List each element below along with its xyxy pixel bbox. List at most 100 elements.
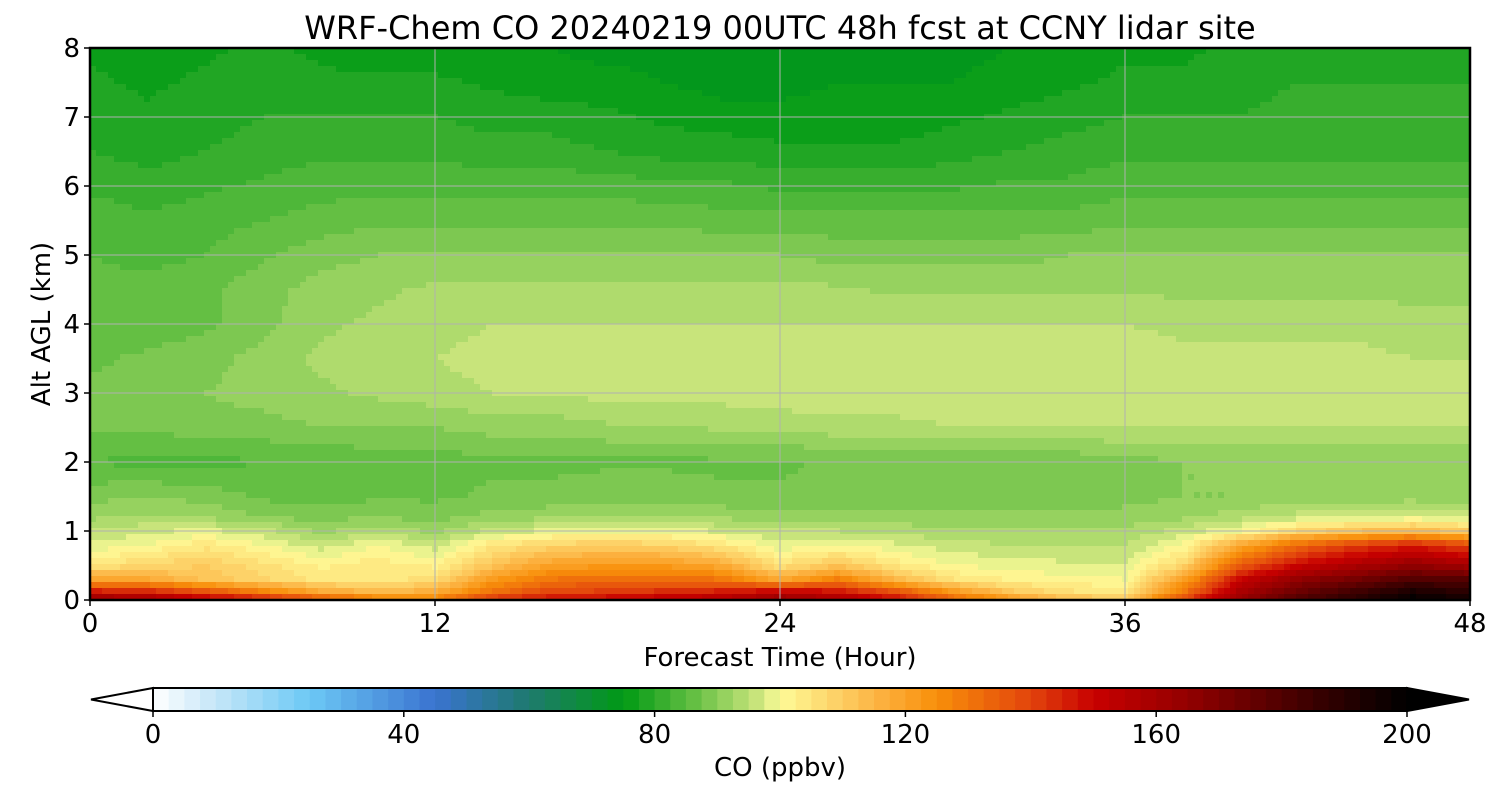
- heatmap-cell: [1128, 66, 1135, 73]
- heatmap-cell: [816, 48, 823, 55]
- heatmap-cell: [408, 138, 415, 145]
- heatmap-cell: [300, 162, 307, 169]
- heatmap-cell: [378, 150, 385, 157]
- heatmap-cell: [1062, 168, 1069, 175]
- heatmap-cell: [942, 174, 949, 181]
- heatmap-cell: [570, 102, 577, 109]
- heatmap-cell: [192, 96, 199, 103]
- heatmap-cell: [1182, 156, 1189, 163]
- heatmap-cell: [534, 120, 541, 127]
- heatmap-cell: [1458, 162, 1465, 169]
- heatmap-cell: [1200, 84, 1207, 91]
- heatmap-cell: [1212, 120, 1219, 127]
- heatmap-cell: [390, 84, 397, 91]
- heatmap-cell: [552, 126, 559, 133]
- heatmap-cell: [312, 174, 319, 181]
- heatmap-cell: [948, 48, 955, 55]
- heatmap-cell: [1368, 84, 1375, 91]
- heatmap-cell: [738, 126, 745, 133]
- heatmap-cell: [1212, 96, 1219, 103]
- heatmap-cell: [1104, 96, 1111, 103]
- heatmap-cell: [1062, 48, 1069, 55]
- heatmap-cell: [1020, 144, 1027, 151]
- heatmap-cell: [714, 90, 721, 97]
- heatmap-cell: [1134, 48, 1141, 55]
- heatmap-cell: [876, 96, 883, 103]
- heatmap-cell: [756, 54, 763, 61]
- heatmap-cell: [96, 78, 103, 85]
- heatmap-cell: [186, 108, 193, 115]
- heatmap-cell: [792, 102, 799, 109]
- heatmap-cell: [1074, 48, 1081, 55]
- heatmap-cell: [522, 54, 529, 61]
- heatmap-cell: [294, 90, 301, 97]
- heatmap-cell: [864, 150, 871, 157]
- heatmap-cell: [648, 108, 655, 115]
- heatmap-cell: [696, 174, 703, 181]
- heatmap-cell: [594, 168, 601, 175]
- heatmap-cell: [1368, 162, 1375, 169]
- heatmap-cell: [762, 60, 769, 67]
- heatmap-cell: [558, 102, 565, 109]
- heatmap-cell: [846, 60, 853, 67]
- heatmap-cell: [858, 144, 865, 151]
- heatmap-cell: [540, 72, 547, 79]
- heatmap-cell: [1092, 168, 1099, 175]
- heatmap-cell: [972, 174, 979, 181]
- heatmap-cell: [144, 96, 151, 103]
- heatmap-cell: [288, 120, 295, 127]
- heatmap-cell: [192, 144, 199, 151]
- heatmap-cell: [1074, 72, 1081, 79]
- heatmap-cell: [534, 168, 541, 175]
- heatmap-cell: [1356, 162, 1363, 169]
- heatmap-cell: [390, 66, 397, 73]
- heatmap-cell: [630, 60, 637, 67]
- heatmap-cell: [162, 138, 169, 145]
- heatmap-cell: [186, 90, 193, 97]
- heatmap-cell: [1452, 78, 1459, 85]
- heatmap-cell: [396, 156, 403, 163]
- heatmap-cell: [1332, 108, 1339, 115]
- heatmap-cell: [1188, 78, 1195, 85]
- heatmap-cell: [1452, 90, 1459, 97]
- heatmap-cell: [1128, 132, 1135, 139]
- heatmap-cell: [174, 144, 181, 151]
- heatmap-cell: [912, 144, 919, 151]
- heatmap-cell: [192, 174, 199, 181]
- heatmap-cell: [1356, 132, 1363, 139]
- heatmap-cell: [654, 54, 661, 61]
- heatmap-cell: [1092, 138, 1099, 145]
- heatmap-cell: [1434, 96, 1441, 103]
- heatmap-cell: [1020, 102, 1027, 109]
- heatmap-cell: [984, 144, 991, 151]
- heatmap-cell: [1326, 96, 1333, 103]
- heatmap-cell: [1314, 84, 1321, 91]
- heatmap-cell: [522, 144, 529, 151]
- heatmap-cell: [228, 54, 235, 61]
- heatmap-cell: [1236, 48, 1243, 55]
- heatmap-cell: [444, 78, 451, 85]
- heatmap-cell: [354, 156, 361, 163]
- heatmap-cell: [378, 168, 385, 175]
- heatmap-cell: [252, 132, 259, 139]
- heatmap-cell: [552, 168, 559, 175]
- heatmap-cell: [966, 90, 973, 97]
- heatmap-cell: [342, 162, 349, 169]
- heatmap-cell: [966, 96, 973, 103]
- heatmap-cell: [294, 144, 301, 151]
- heatmap-cell: [780, 162, 787, 169]
- heatmap-cell: [114, 174, 121, 181]
- heatmap-cell: [1464, 66, 1471, 73]
- heatmap-cell: [1056, 60, 1063, 67]
- heatmap-cell: [474, 90, 481, 97]
- heatmap-cell: [1392, 102, 1399, 109]
- heatmap-cell: [642, 108, 649, 115]
- heatmap-cell: [900, 54, 907, 61]
- heatmap-cell: [192, 150, 199, 157]
- heatmap-cell: [576, 108, 583, 115]
- heatmap-cell: [492, 72, 499, 79]
- heatmap-cell: [1062, 120, 1069, 127]
- heatmap-cell: [570, 72, 577, 79]
- heatmap-cell: [1206, 144, 1213, 151]
- heatmap-cell: [1068, 144, 1075, 151]
